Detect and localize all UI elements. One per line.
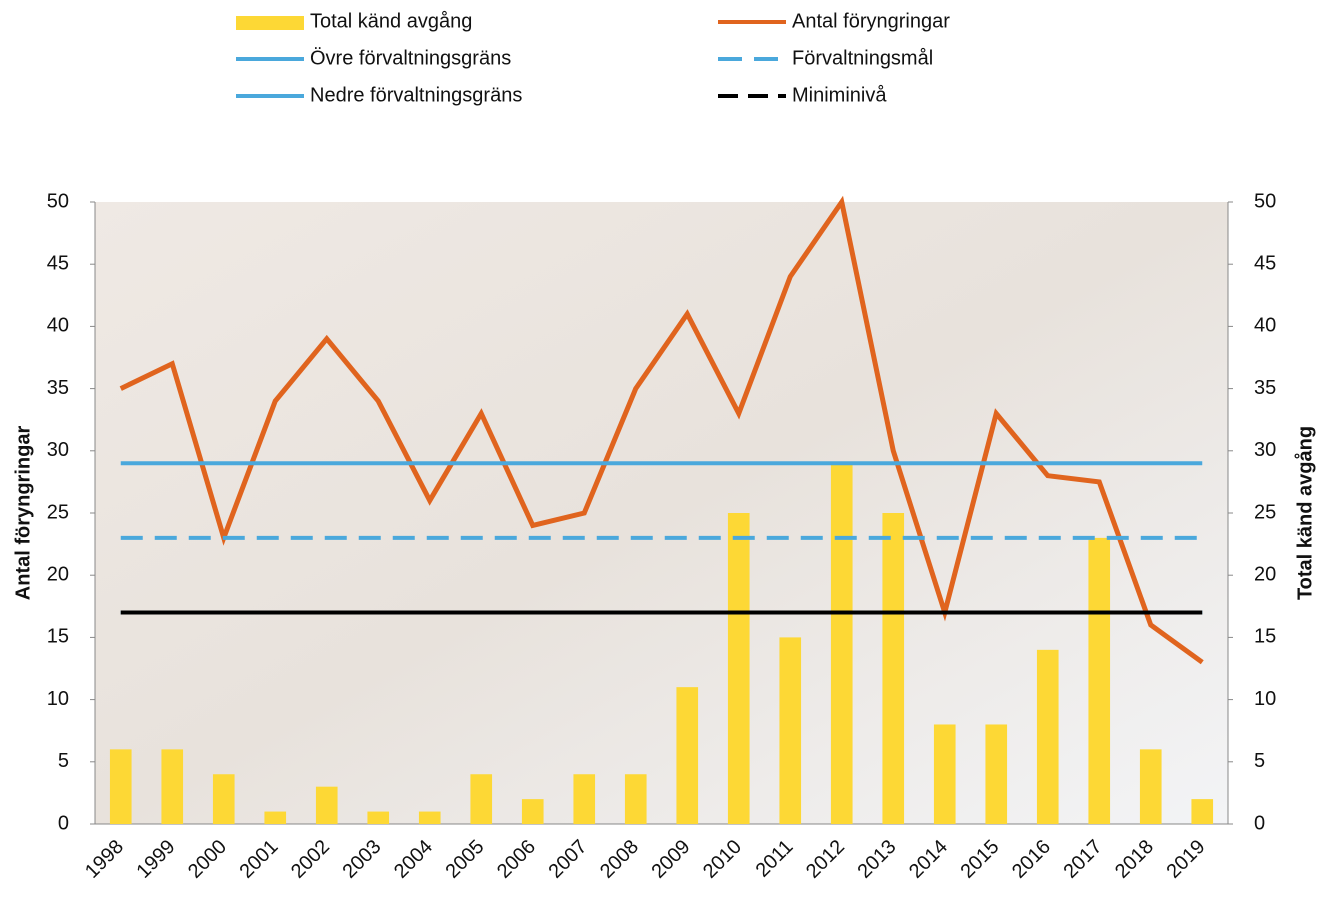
x-tick-label: 2016 (1008, 836, 1055, 883)
y2-tick-label: 25 (1254, 501, 1276, 523)
y-tick-label: 50 (47, 190, 69, 212)
x-tick-label: 2012 (802, 836, 849, 883)
chart: Antal föryngringar Total känd avgång 0 5 1… (0, 0, 1322, 899)
bar (316, 787, 338, 824)
bar (625, 774, 647, 824)
legend-label: Antal föryngringar (792, 10, 950, 32)
y-axis-title: Antal föryngringar (12, 426, 34, 601)
y-tick-label: 35 (47, 377, 69, 399)
y2-tick-label: 30 (1254, 439, 1276, 461)
y2-tick-label: 45 (1254, 252, 1276, 274)
bar (470, 774, 492, 824)
bar (1088, 538, 1110, 824)
y2-tick-label: 20 (1254, 563, 1276, 585)
bar (161, 749, 183, 824)
x-tick-label: 2005 (441, 836, 488, 883)
y-tick-label: 20 (47, 563, 69, 585)
legend-label: Övre förvaltningsgräns (310, 47, 511, 69)
x-tick-label: 2000 (184, 836, 231, 883)
y2-tick-label: 0 (1254, 812, 1265, 834)
legend-label: Total känd avgång (310, 10, 472, 32)
bar (1140, 749, 1162, 824)
y-tick-label: 30 (47, 439, 69, 461)
x-tick-label: 2009 (647, 836, 694, 883)
bar (213, 774, 235, 824)
y2-axis-title: Total känd avgång (1293, 426, 1316, 600)
x-tick-label: 1999 (132, 836, 179, 883)
bar (419, 812, 441, 824)
bar (367, 812, 389, 824)
bar (264, 812, 286, 824)
bar (1037, 650, 1059, 824)
y-tick-label: 40 (47, 315, 69, 337)
legend-swatch (236, 16, 304, 30)
y-tick-label: 10 (47, 688, 69, 710)
bar (728, 513, 750, 824)
x-tick-label: 2007 (544, 836, 591, 883)
y2-tick-label: 15 (1254, 626, 1276, 648)
y-tick-label: 0 (58, 812, 69, 834)
x-tick-label: 2014 (905, 836, 952, 883)
legend-label: Förvaltningsmål (792, 47, 933, 69)
legend-label: Miniminivå (792, 84, 887, 106)
x-tick-label: 2002 (287, 836, 334, 883)
bar (110, 749, 132, 824)
x-tick-label: 2017 (1059, 836, 1106, 883)
y-tick-label: 15 (47, 626, 69, 648)
x-tick-label: 2006 (493, 836, 540, 883)
y2-tick-label: 10 (1254, 688, 1276, 710)
bar (934, 724, 956, 824)
x-tick-label: 2001 (235, 836, 282, 883)
legend-label: Nedre förvaltningsgräns (310, 84, 522, 106)
bar (522, 799, 544, 824)
y-tick-label: 5 (58, 750, 69, 772)
bar (882, 513, 904, 824)
y-tick-label: 25 (47, 501, 69, 523)
x-tick-label: 1998 (81, 836, 128, 883)
y2-tick-label: 5 (1254, 750, 1265, 772)
y-tick-label: 45 (47, 252, 69, 274)
bar (1191, 799, 1213, 824)
x-tick-label: 2010 (699, 836, 746, 883)
bar (573, 774, 595, 824)
x-tick-label: 2008 (596, 836, 643, 883)
bar (676, 687, 698, 824)
x-tick-label: 2004 (390, 836, 437, 883)
x-tick-label: 2015 (956, 836, 1003, 883)
bar (779, 637, 801, 824)
x-tick-label: 2019 (1162, 836, 1209, 883)
y2-tick-label: 50 (1254, 190, 1276, 212)
x-tick-label: 2003 (338, 836, 385, 883)
bar (831, 463, 853, 824)
x-tick-label: 2013 (853, 836, 900, 883)
bar (985, 724, 1007, 824)
x-tick-label: 2011 (752, 836, 798, 882)
y2-tick-label: 40 (1254, 315, 1276, 337)
y2-tick-label: 35 (1254, 377, 1276, 399)
x-tick-label: 2018 (1111, 836, 1158, 883)
